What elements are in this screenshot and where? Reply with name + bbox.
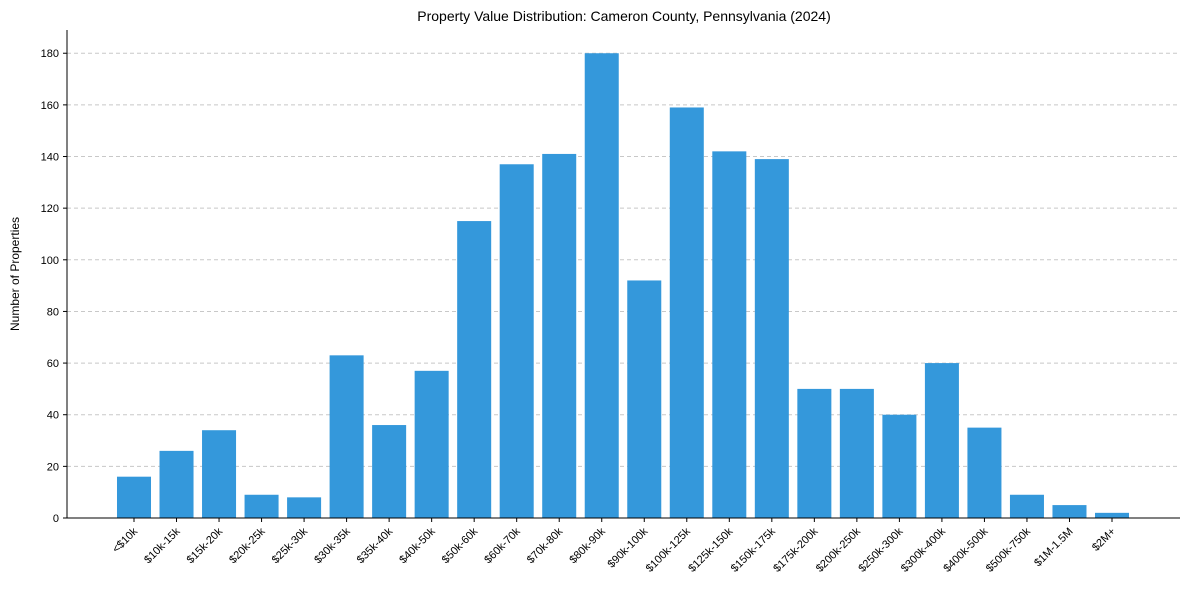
x-tick-label: $10k-15k	[142, 525, 183, 566]
bar	[499, 164, 534, 518]
x-tick-label: $90k-100k	[606, 525, 651, 570]
bar	[797, 388, 832, 518]
x-ticks: <$10k $10k-15k $15k-20k $20k-25k $25k-30k $30…	[110, 518, 1118, 575]
y-tick-label: 180	[41, 48, 59, 60]
x-tick-label: $200k-250k	[814, 525, 863, 574]
y-axis-label: Number of Properties	[8, 217, 22, 331]
y-tick-label: 140	[41, 152, 59, 164]
bar	[372, 425, 407, 518]
bar	[1009, 494, 1044, 518]
x-tick-label: $150k-175k	[729, 525, 778, 574]
bar	[584, 53, 619, 518]
x-tick-label: $30k-35k	[312, 525, 353, 566]
bar	[839, 388, 874, 518]
y-ticks: 0 20 40 60 80 100 120 140 160 180	[41, 48, 67, 525]
x-tick-label: $80k-90k	[567, 525, 608, 566]
y-tick-label: 160	[41, 100, 59, 112]
bar	[542, 153, 577, 518]
x-tick-label: $15k-20k	[185, 525, 226, 566]
x-tick-label: $100k-125k	[644, 525, 693, 574]
bar	[669, 107, 704, 518]
bar	[287, 497, 322, 518]
bar	[202, 430, 237, 518]
axes	[66, 30, 1180, 519]
x-tick-label: $175k-200k	[771, 525, 820, 574]
bar	[414, 370, 449, 518]
bars	[116, 53, 1130, 518]
y-tick-label: 60	[47, 358, 59, 370]
bar	[1094, 512, 1130, 518]
x-tick-label: <$10k	[110, 525, 140, 555]
bar	[627, 280, 662, 518]
x-tick-label: $60k-70k	[482, 525, 523, 566]
bar	[754, 159, 789, 518]
y-tick-label: 0	[53, 513, 59, 525]
y-tick-label: 100	[41, 255, 59, 267]
bar	[244, 494, 279, 518]
x-tick-label: $125k-150k	[686, 525, 735, 574]
x-tick-label: $50k-60k	[440, 525, 481, 566]
bar	[1052, 505, 1087, 518]
x-tick-label: $70k-80k	[525, 525, 566, 566]
bar	[882, 414, 917, 518]
y-tick-label: 20	[47, 461, 59, 473]
bar	[329, 355, 364, 518]
bar	[457, 221, 492, 518]
bar	[712, 151, 747, 518]
x-tick-label: $250k-300k	[856, 525, 905, 574]
bar	[924, 363, 959, 518]
x-tick-label: $500k-750k	[984, 525, 1033, 574]
x-tick-label: $40k-50k	[397, 525, 438, 566]
x-tick-label: $2M+	[1090, 526, 1118, 554]
x-tick-label: $400k-500k	[941, 525, 990, 574]
bar	[967, 427, 1002, 518]
y-tick-label: 80	[47, 306, 59, 318]
bar	[159, 450, 194, 518]
x-tick-label: $20k-25k	[227, 525, 268, 566]
x-tick-label: $300k-400k	[899, 525, 948, 574]
y-tick-label: 40	[47, 410, 59, 422]
chart-title: Property Value Distribution: Cameron Cou…	[417, 8, 830, 24]
gridlines	[67, 52, 1180, 467]
y-tick-label: 120	[41, 203, 59, 215]
bar	[116, 476, 152, 518]
x-tick-label: $35k-40k	[355, 525, 396, 566]
x-tick-label: $25k-30k	[270, 525, 311, 566]
x-tick-label: $1M-1.5M	[1032, 526, 1076, 570]
